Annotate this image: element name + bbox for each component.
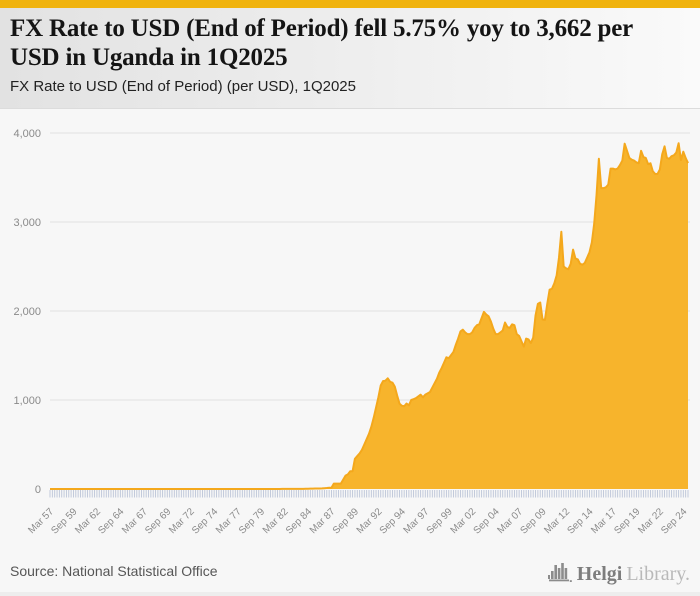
accent-bar	[0, 0, 700, 8]
source-text: Source: National Statistical Office	[10, 563, 218, 579]
svg-text:Sep 89: Sep 89	[331, 506, 361, 536]
svg-text:Sep 84: Sep 84	[284, 506, 314, 536]
chart-area: 0 1,000 2,000 3,000 4,000 Mar 57 Sep 59 Mar 62 S…	[0, 110, 700, 550]
svg-text:Sep 24: Sep 24	[659, 506, 689, 536]
svg-text:Sep 69: Sep 69	[143, 506, 173, 536]
svg-text:3,000: 3,000	[13, 217, 41, 229]
svg-text:Sep 74: Sep 74	[190, 506, 220, 536]
bottom-strip	[0, 592, 700, 596]
helgi-logo-icon	[547, 562, 572, 582]
footer: Source: National Statistical Office Helg…	[0, 550, 700, 592]
svg-text:4,000: 4,000	[13, 128, 41, 140]
logo-text-library: Library.	[626, 562, 690, 585]
logo-text-helgi: Helgi	[576, 562, 623, 585]
svg-text:2,000: 2,000	[13, 306, 41, 318]
svg-text:0: 0	[35, 484, 41, 496]
svg-text:Sep 04: Sep 04	[472, 506, 502, 536]
svg-text:Sep 79: Sep 79	[237, 506, 267, 536]
svg-text:Sep 99: Sep 99	[425, 506, 455, 536]
svg-text:1,000: 1,000	[13, 395, 41, 407]
svg-text:Sep 64: Sep 64	[96, 506, 126, 536]
svg-text:Sep 94: Sep 94	[378, 506, 408, 536]
helgi-library-logo[interactable]: Helgi Library.	[547, 559, 690, 584]
svg-text:Sep 09: Sep 09	[518, 506, 548, 536]
header: FX Rate to USD (End of Period) fell 5.75…	[0, 8, 700, 109]
svg-text:Sep 14: Sep 14	[565, 506, 595, 536]
svg-text:Sep 19: Sep 19	[612, 506, 642, 536]
svg-text:Sep 59: Sep 59	[49, 506, 79, 536]
page-subtitle: FX Rate to USD (End of Period) (per USD)…	[10, 77, 356, 95]
page-title: FX Rate to USD (End of Period) fell 5.75…	[10, 15, 633, 71]
